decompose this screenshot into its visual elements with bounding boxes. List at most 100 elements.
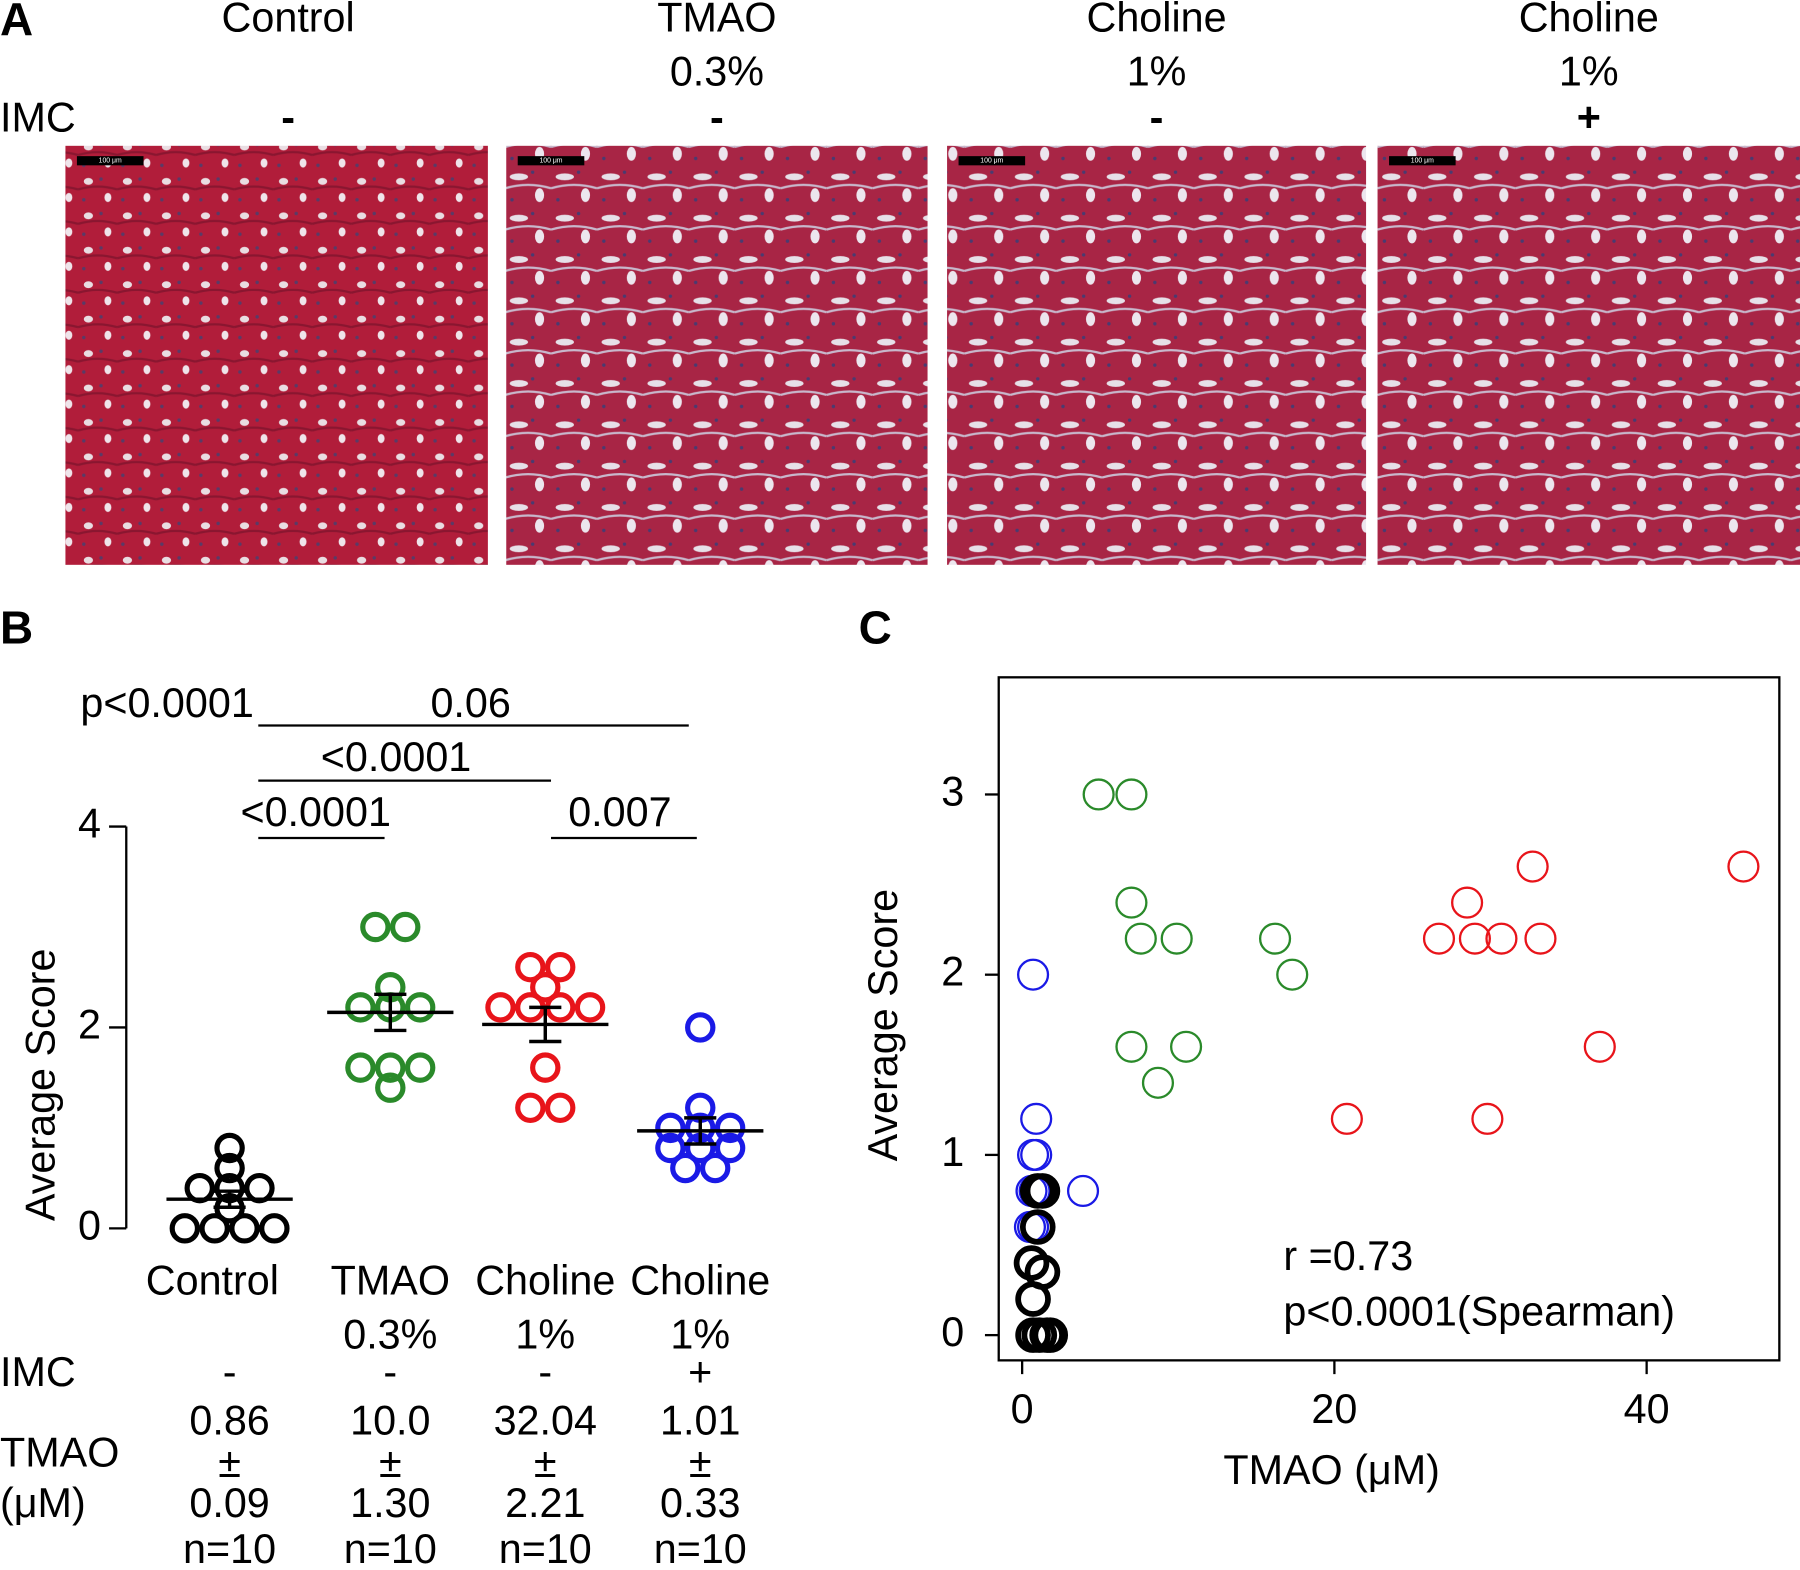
column-title: Choline xyxy=(1519,0,1659,41)
tmao-mean: 10.0 xyxy=(350,1397,430,1443)
imc-sign: + xyxy=(688,1349,712,1395)
data-point xyxy=(1524,922,1557,955)
tmao-sem: 1.30 xyxy=(350,1480,430,1526)
row-label: IMC xyxy=(0,1349,76,1395)
tmao-mean: 1.01 xyxy=(660,1397,740,1443)
imc-sign: - xyxy=(538,1349,552,1395)
data-point xyxy=(345,1052,376,1083)
data-point xyxy=(685,1012,716,1043)
tmao-sem: 0.33 xyxy=(660,1480,740,1526)
data-point xyxy=(184,1172,215,1204)
data-point xyxy=(360,911,391,943)
x-tick-label: Choline xyxy=(630,1257,770,1303)
annotation: r =0.73 xyxy=(1283,1233,1413,1279)
tmao-pm: ± xyxy=(379,1440,402,1486)
data-point xyxy=(199,1213,230,1244)
error-bar xyxy=(374,992,407,1033)
data-point xyxy=(1015,1317,1051,1353)
data-point xyxy=(375,1072,406,1103)
y-axis-label: Average Score xyxy=(860,889,906,1162)
data-point xyxy=(1471,1102,1504,1135)
data-point xyxy=(699,1152,731,1184)
x-tick-label: Choline xyxy=(475,1257,615,1303)
data-point xyxy=(214,1132,245,1164)
data-point xyxy=(1516,850,1549,883)
y-tick-label: 1 xyxy=(941,1129,964,1175)
data-point xyxy=(1451,886,1484,919)
plot-frame xyxy=(997,676,1781,1362)
data-point xyxy=(670,1152,701,1184)
data-point xyxy=(515,951,546,983)
p-value: 0.007 xyxy=(568,789,671,835)
data-point xyxy=(1016,1138,1050,1171)
scale-label: 100 μm xyxy=(980,158,1003,165)
column-dose: 1% xyxy=(1559,49,1619,95)
data-point xyxy=(244,1172,275,1204)
data-point xyxy=(1583,1030,1616,1063)
data-point xyxy=(1016,958,1050,991)
n-count: n=10 xyxy=(499,1526,592,1570)
data-point xyxy=(714,1112,746,1144)
error-bar xyxy=(684,1116,717,1146)
data-point xyxy=(1115,886,1148,919)
data-point xyxy=(1258,922,1292,955)
data-point xyxy=(714,1132,746,1164)
data-point xyxy=(345,992,376,1023)
tmao-pm: ± xyxy=(689,1440,712,1486)
data-point xyxy=(1141,1066,1175,1099)
column-title: Control xyxy=(222,0,355,41)
y-tick-label: 2 xyxy=(78,1001,101,1047)
imc-sign: - xyxy=(223,1349,237,1395)
data-point xyxy=(1082,778,1115,811)
data-point xyxy=(1160,922,1193,955)
row-label: TMAO xyxy=(0,1430,119,1476)
data-point xyxy=(214,1152,245,1184)
panel-label: C xyxy=(859,602,892,654)
data-point xyxy=(1422,922,1456,955)
data-point xyxy=(530,972,561,1003)
y-axis-label: Average Score xyxy=(18,949,64,1222)
scale-bar xyxy=(517,156,585,166)
imc-sign: - xyxy=(1150,94,1164,140)
y-tick-label: 4 xyxy=(78,800,101,846)
data-point xyxy=(259,1213,290,1244)
micrograph xyxy=(947,145,1367,565)
column-dose: 1% xyxy=(1127,49,1187,95)
data-point xyxy=(229,1213,260,1244)
y-tick-label: 3 xyxy=(941,768,964,814)
data-point xyxy=(515,1092,546,1124)
data-point xyxy=(404,1052,436,1083)
data-point xyxy=(574,992,606,1023)
error-bar xyxy=(213,1189,246,1209)
data-point xyxy=(655,1112,686,1144)
data-point xyxy=(1124,922,1157,955)
column-title: TMAO xyxy=(657,0,776,41)
row-label: (μM) xyxy=(0,1480,86,1526)
scale-label: 100 μm xyxy=(1411,158,1434,165)
data-point xyxy=(530,1052,561,1083)
data-point xyxy=(169,1213,201,1244)
tmao-mean: 32.04 xyxy=(494,1397,597,1443)
data-point xyxy=(1276,958,1309,991)
data-point xyxy=(1020,1138,1053,1171)
category-dose: 0.3% xyxy=(343,1311,437,1357)
data-point xyxy=(544,951,576,983)
tmao-pm: ± xyxy=(534,1440,557,1486)
x-tick-label: 20 xyxy=(1311,1386,1357,1432)
panel-label: A xyxy=(0,0,33,45)
x-axis-label: TMAO (μM) xyxy=(1223,1447,1440,1493)
tmao-mean: 0.86 xyxy=(189,1397,269,1443)
data-point xyxy=(390,911,421,943)
panel-label: B xyxy=(0,602,33,654)
data-point xyxy=(1115,1030,1148,1063)
imc-sign: - xyxy=(710,94,724,140)
tmao-pm: ± xyxy=(218,1440,241,1486)
data-point xyxy=(1024,1173,1061,1209)
data-point xyxy=(544,1092,576,1124)
data-point xyxy=(1020,1102,1053,1135)
p-value: p<0.0001 xyxy=(80,680,253,726)
row-label: IMC xyxy=(0,94,76,140)
scale-bar xyxy=(958,156,1026,166)
scale-bar xyxy=(76,156,144,166)
